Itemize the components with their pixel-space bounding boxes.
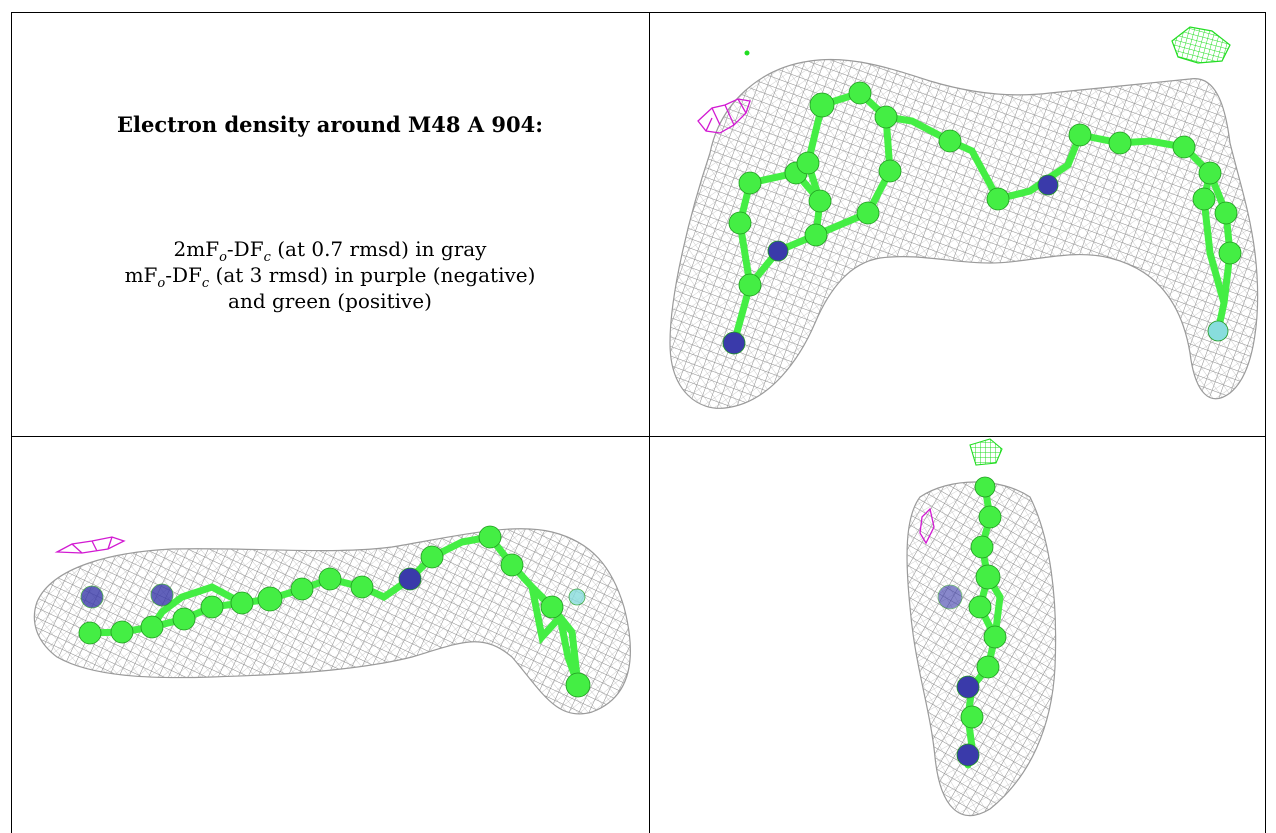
caption-line2-tail: (at 3 rmsd) in purple (negative) — [209, 263, 536, 287]
ligand-atoms-end-on — [937, 476, 1007, 767]
caption-line-positive: and green (positive) — [228, 289, 432, 313]
caption-cell: Electron density around M48 A 904: 2mFo-… — [11, 12, 649, 436]
mesh-2fofc-side — [33, 528, 631, 715]
density-image-front — [669, 26, 1259, 409]
caption-line1-sub-c: c — [263, 250, 271, 265]
density-panel-front — [650, 13, 1265, 436]
caption-line2-sub-o: o — [157, 276, 166, 291]
table-right-border — [1265, 12, 1266, 833]
density-image-end-on — [906, 438, 1057, 817]
density-image-side — [33, 525, 631, 715]
mesh-2fofc-end-on — [906, 481, 1057, 817]
mesh-negative-front — [697, 98, 751, 134]
caption-line2-a: mF — [124, 263, 158, 287]
caption-line1-tail: (at 0.7 rmsd) in gray — [270, 237, 487, 261]
ligand-atoms-side — [78, 525, 591, 698]
caption-line1-a: 2mF — [173, 237, 220, 261]
density-panel-end-on — [650, 437, 1265, 833]
caption-line2-b: -DF — [165, 263, 202, 287]
mesh-2fofc-front — [669, 58, 1259, 409]
caption-line1-sub-o: o — [219, 250, 227, 265]
table-left-border — [11, 12, 12, 833]
table-top-border — [11, 12, 1265, 13]
mesh-negative-end-on — [919, 507, 935, 545]
mesh-negative-side — [54, 536, 126, 554]
table-center-border — [649, 12, 650, 833]
caption-line1-b: -DF — [226, 237, 264, 261]
caption-line-fofc: mFo-DFc (at 3 rmsd) in purple (negative) — [11, 263, 649, 291]
ligand-atoms-front — [722, 81, 1242, 355]
mesh-positive-end-on — [969, 438, 1003, 466]
caption-title: Electron density around M48 A 904: — [117, 112, 543, 137]
caption-line2-sub-c: c — [201, 276, 210, 291]
ligand-bonds-side — [86, 533, 582, 689]
mesh-positive-front — [744, 26, 1231, 64]
caption-line-2fofc: 2mFo-DFc (at 0.7 rmsd) in gray — [11, 237, 649, 265]
table-middle-border — [11, 436, 1265, 437]
density-panel-side — [12, 437, 649, 833]
